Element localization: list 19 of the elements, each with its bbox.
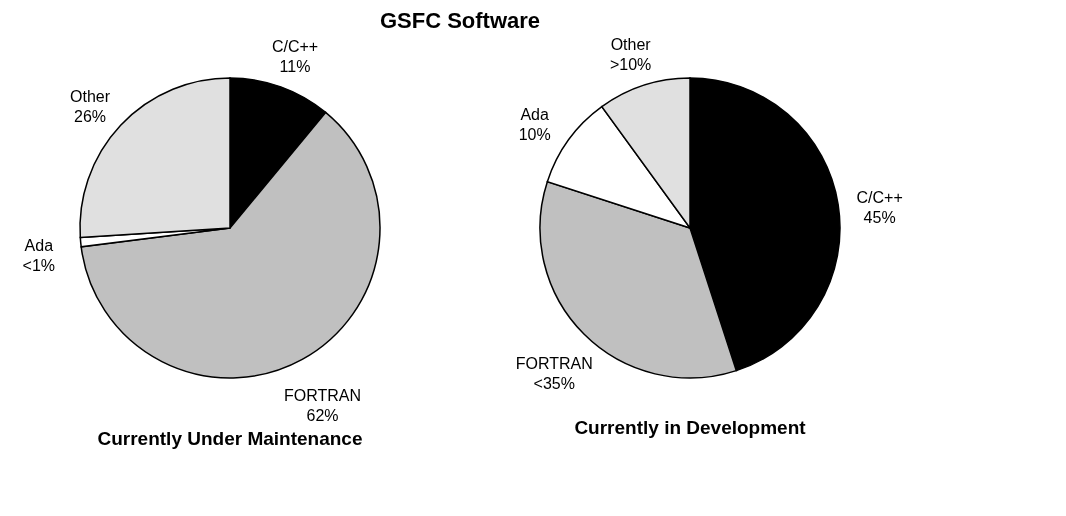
- slice-label: C/C++: [856, 188, 903, 206]
- data-label: 45%: [863, 208, 896, 226]
- slice-label: Ada: [520, 106, 549, 124]
- data-label: 11%: [279, 58, 311, 76]
- text: Currently Under Maintenance: [97, 428, 363, 450]
- data-label: 10%: [518, 126, 551, 144]
- data-label: 62%: [306, 407, 339, 425]
- slice-label: Other: [610, 36, 652, 54]
- text: Currently in Development: [574, 417, 807, 438]
- data-label: 26%: [74, 107, 107, 125]
- slice-label: Ada: [24, 237, 54, 255]
- slice-label: FORTRAN: [515, 354, 593, 372]
- slice-label: C/C++: [271, 38, 319, 56]
- text: GSFC Software: [379, 8, 541, 34]
- slice-label: FORTRAN: [283, 387, 362, 405]
- data-label: >10%: [609, 56, 652, 74]
- data-label: <1%: [22, 257, 56, 275]
- data-label: <35%: [533, 374, 575, 392]
- slice-label: Other: [70, 87, 111, 105]
